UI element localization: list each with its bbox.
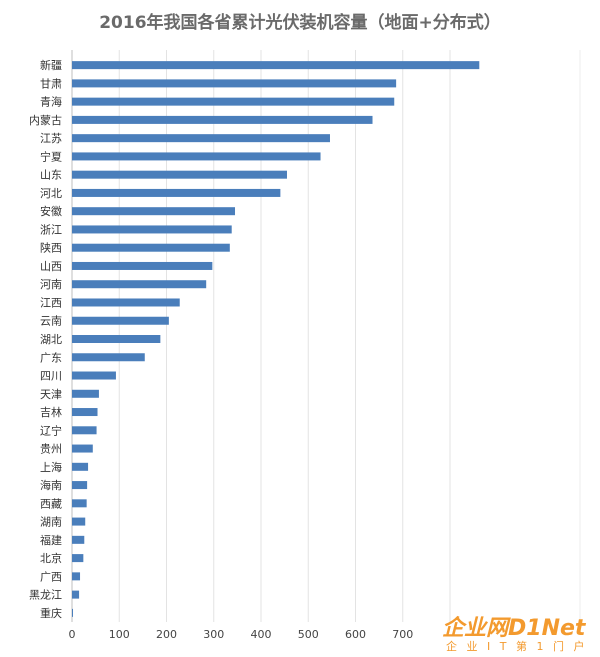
category-label: 海南 — [40, 478, 62, 492]
bar — [72, 207, 236, 216]
category-label: 浙江 — [40, 223, 62, 236]
bar — [72, 61, 480, 70]
bar — [72, 280, 207, 289]
bar — [72, 590, 80, 599]
category-label: 吉林 — [40, 405, 62, 419]
category-label: 江苏 — [40, 132, 62, 145]
bar — [72, 481, 88, 490]
category-label: 山东 — [40, 169, 62, 182]
x-tick-label: 200 — [156, 628, 177, 641]
x-tick-label: 400 — [251, 628, 272, 641]
bar — [72, 535, 85, 544]
x-tick-label: 100 — [109, 628, 130, 641]
x-tick-label: 0 — [69, 628, 76, 641]
bar — [72, 408, 98, 417]
category-label: 陕西 — [40, 241, 62, 255]
category-label: 辽宁 — [40, 423, 62, 437]
x-tick-label: 500 — [298, 628, 319, 641]
category-labels: 新疆甘肃青海内蒙古江苏宁夏山东河北安徽浙江陕西山西河南江西云南湖北广东四川天津吉… — [29, 58, 62, 620]
category-label: 重庆 — [40, 606, 62, 620]
bar — [72, 426, 97, 435]
category-label: 福建 — [40, 533, 62, 547]
bar — [72, 517, 86, 526]
bar — [72, 316, 169, 325]
category-label: 湖北 — [40, 333, 62, 346]
bar — [72, 261, 213, 270]
bar — [72, 188, 281, 197]
category-label: 新疆 — [40, 58, 62, 72]
category-label: 广西 — [40, 570, 62, 583]
category-label: 上海 — [40, 460, 62, 474]
category-label: 广东 — [40, 351, 62, 364]
bar — [72, 572, 81, 581]
bar — [72, 444, 93, 453]
bar — [72, 554, 84, 563]
category-label: 黑龙江 — [29, 589, 62, 602]
category-label: 北京 — [40, 551, 62, 565]
watermark-main-text: 企业网D1Net — [442, 616, 586, 641]
chart-title: 2016年我国各省累计光伏装机容量（地面+分布式） — [99, 13, 501, 33]
category-label: 安徽 — [40, 204, 62, 218]
category-label: 内蒙古 — [29, 113, 62, 127]
category-label: 云南 — [40, 315, 62, 328]
bar — [72, 225, 232, 234]
watermark-sub-text: 企 业 I T 第 1 门 户 — [446, 640, 588, 653]
category-label: 河南 — [40, 278, 62, 291]
bar — [72, 371, 116, 380]
bar — [72, 115, 373, 124]
category-label: 江西 — [40, 296, 62, 309]
bar — [72, 389, 99, 398]
x-tick-label: 700 — [392, 628, 413, 641]
bar — [72, 462, 89, 471]
category-label: 山西 — [40, 260, 62, 273]
bar — [72, 97, 395, 106]
bar — [72, 79, 397, 88]
category-label: 天津 — [40, 388, 62, 401]
category-label: 宁夏 — [40, 149, 62, 163]
bar — [72, 134, 330, 143]
bar — [72, 608, 73, 617]
category-label: 湖南 — [40, 516, 62, 529]
bars — [72, 61, 480, 617]
category-label: 西藏 — [40, 497, 62, 510]
x-tick-label: 300 — [203, 628, 224, 641]
bar — [72, 152, 321, 161]
x-tick-labels: 0 100 200 300 400 500 600 700 — [69, 628, 414, 641]
bar — [72, 353, 145, 362]
bar — [72, 499, 87, 508]
x-tick-label: 600 — [345, 628, 366, 641]
category-label: 甘肃 — [40, 77, 62, 90]
category-label: 四川 — [40, 370, 62, 383]
category-label: 青海 — [40, 95, 62, 109]
bar — [72, 243, 230, 252]
bar — [72, 335, 161, 343]
bar — [72, 298, 180, 307]
category-label: 贵州 — [40, 443, 62, 456]
bar — [72, 170, 287, 179]
category-label: 河北 — [40, 187, 62, 200]
watermark-logo: 企业网D1Net 企 业 I T 第 1 门 户 — [440, 610, 600, 654]
